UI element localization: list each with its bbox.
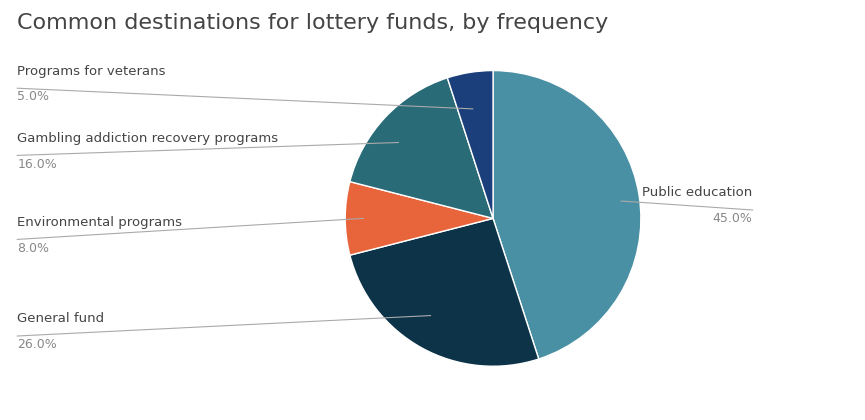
Wedge shape xyxy=(447,71,493,218)
Text: 5.0%: 5.0% xyxy=(17,90,49,103)
Text: Programs for veterans: Programs for veterans xyxy=(17,65,166,78)
Wedge shape xyxy=(349,78,493,218)
Text: Environmental programs: Environmental programs xyxy=(17,216,183,229)
Wedge shape xyxy=(349,218,539,366)
Text: Public education: Public education xyxy=(643,186,753,199)
Wedge shape xyxy=(493,71,641,359)
Text: 26.0%: 26.0% xyxy=(17,338,57,351)
Text: 45.0%: 45.0% xyxy=(713,212,753,225)
Wedge shape xyxy=(345,181,493,255)
Text: Common destinations for lottery funds, by frequency: Common destinations for lottery funds, b… xyxy=(17,13,609,33)
Text: Gambling addiction recovery programs: Gambling addiction recovery programs xyxy=(17,132,279,145)
Text: 16.0%: 16.0% xyxy=(17,158,57,171)
Text: 8.0%: 8.0% xyxy=(17,241,49,255)
Text: General fund: General fund xyxy=(17,312,105,326)
